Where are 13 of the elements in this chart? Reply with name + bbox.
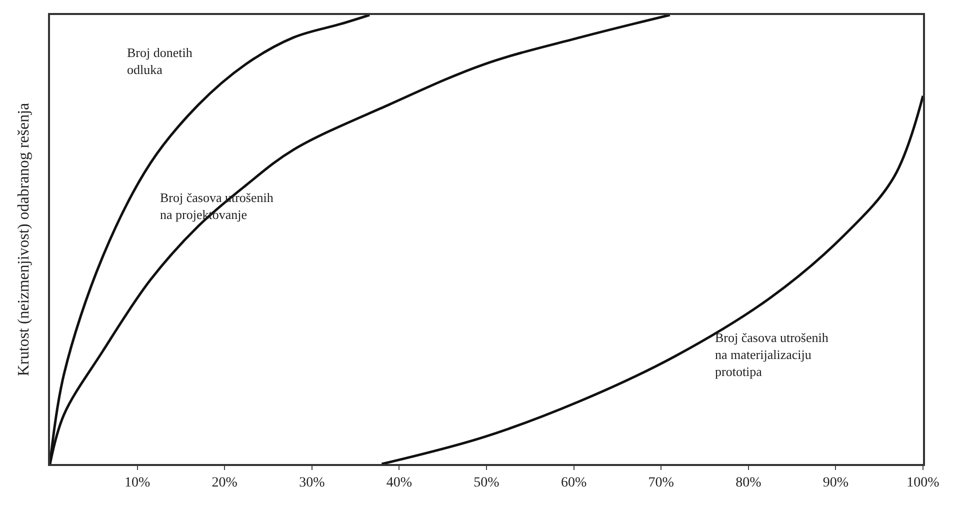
x-tick-label: 40% xyxy=(386,476,412,491)
x-tick-label: 60% xyxy=(560,476,587,491)
x-tick-label: 30% xyxy=(299,476,326,491)
series-label: Broj donetih odluka xyxy=(127,45,193,77)
x-tick-label: 20% xyxy=(212,476,238,491)
x-tick-label: 80% xyxy=(736,476,762,491)
series-label: Broj časova utrošenih na materijalizaciju prototipa xyxy=(715,330,829,379)
x-tick-label: 10% xyxy=(124,476,150,491)
x-tick-label: 50% xyxy=(474,476,500,491)
x-tick-label: 100% xyxy=(906,476,940,491)
x-tick-label: 90% xyxy=(822,476,849,491)
x-tick-label: 70% xyxy=(648,476,674,491)
y-axis-title: Krutost (neizmenjivost) odabranog rešenja xyxy=(16,102,33,376)
